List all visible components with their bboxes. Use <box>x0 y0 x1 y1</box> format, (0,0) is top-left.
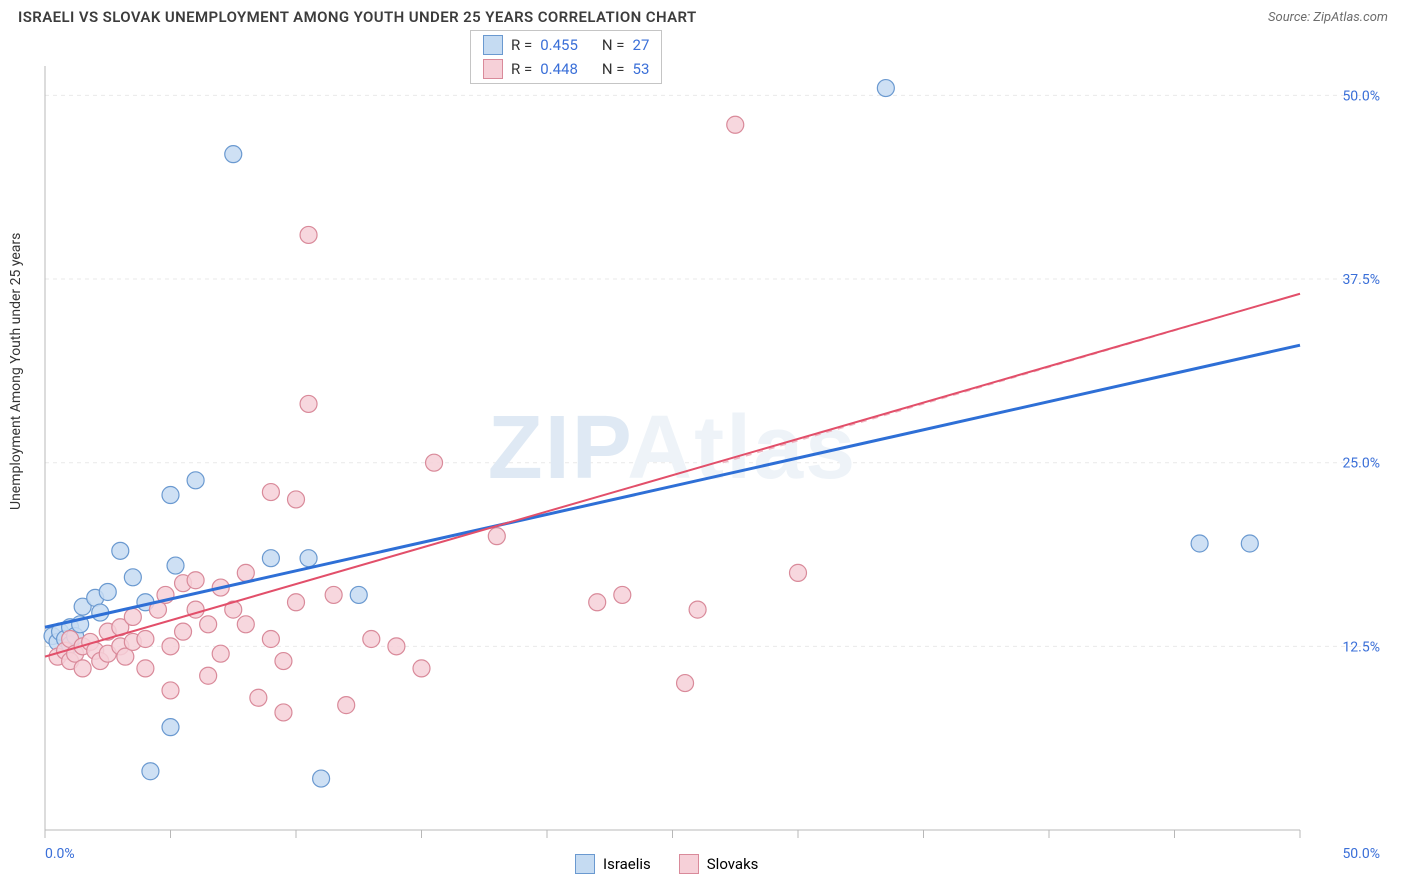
n-value: 53 <box>633 60 650 78</box>
legend-label: Israelis <box>603 855 651 873</box>
source-attribution: Source: ZipAtlas.com <box>1268 10 1388 25</box>
scatter-chart: 12.5% 25.0% 37.5% 50.0% ZIPAtlas 0.0% 50.0% <box>0 30 1406 880</box>
swatch-icon <box>483 35 503 55</box>
swatch-icon <box>679 854 699 874</box>
y-axis-title: Unemployment Among Youth under 25 years <box>8 233 24 510</box>
n-label: N = <box>602 60 625 78</box>
svg-text:50.0%: 50.0% <box>1342 846 1380 862</box>
svg-text:50.0%: 50.0% <box>1342 88 1380 104</box>
correlation-legend: R = 0.455 N = 27 R = 0.448 N = 53 <box>470 30 662 84</box>
svg-text:0.0%: 0.0% <box>45 846 75 862</box>
chart-title: ISRAELI VS SLOVAK UNEMPLOYMENT AMONG YOU… <box>18 8 697 26</box>
r-label: R = <box>511 36 532 54</box>
swatch-icon <box>483 59 503 79</box>
svg-text:25.0%: 25.0% <box>1342 456 1380 472</box>
svg-text:37.5%: 37.5% <box>1342 272 1380 288</box>
chart-area: Unemployment Among Youth under 25 years … <box>0 30 1406 880</box>
svg-text:ZIPAtlas: ZIPAtlas <box>488 398 857 498</box>
legend-item: Slovaks <box>679 854 759 874</box>
legend-label: Slovaks <box>707 855 759 873</box>
legend-row: R = 0.448 N = 53 <box>471 57 661 81</box>
series-legend: Israelis Slovaks <box>575 854 758 874</box>
r-value: 0.448 <box>540 60 578 78</box>
n-value: 27 <box>633 36 650 54</box>
swatch-icon <box>575 854 595 874</box>
r-value: 0.455 <box>540 36 578 54</box>
r-label: R = <box>511 60 532 78</box>
legend-row: R = 0.455 N = 27 <box>471 33 661 57</box>
legend-item: Israelis <box>575 854 651 874</box>
chart-header: ISRAELI VS SLOVAK UNEMPLOYMENT AMONG YOU… <box>0 0 1406 30</box>
svg-text:12.5%: 12.5% <box>1342 639 1380 655</box>
n-label: N = <box>602 36 625 54</box>
